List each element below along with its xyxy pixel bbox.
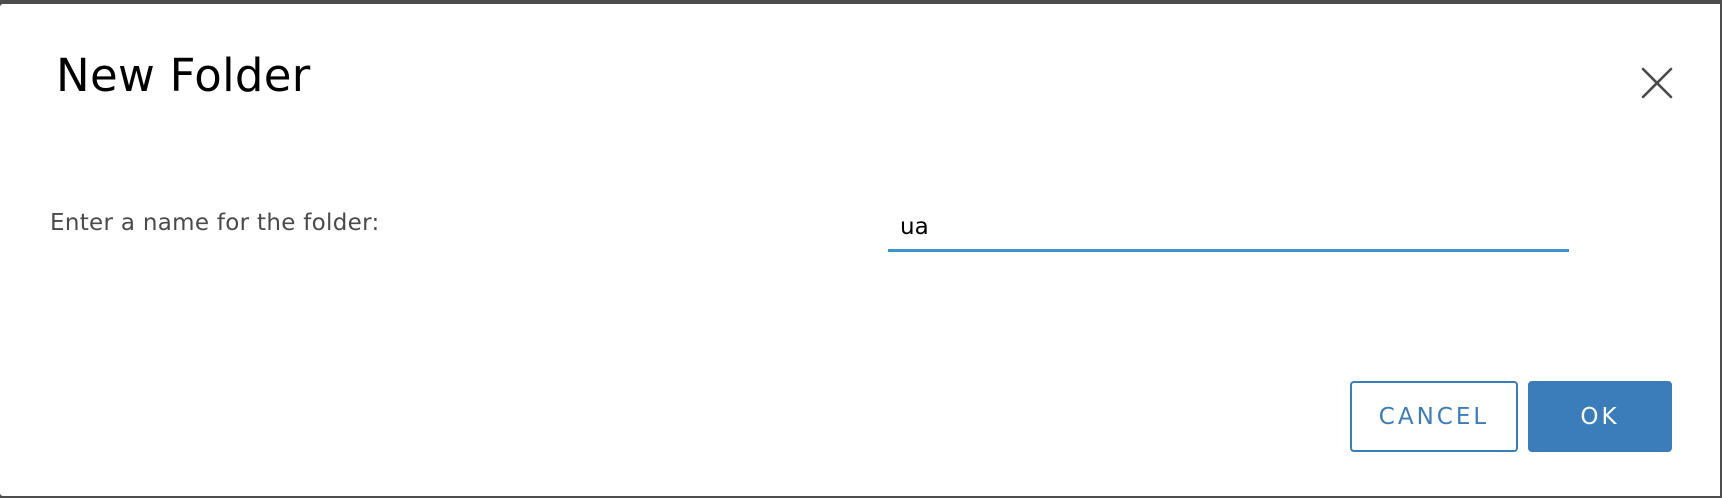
folder-name-input[interactable] bbox=[888, 204, 1569, 252]
folder-name-label: Enter a name for the folder: bbox=[50, 210, 380, 236]
dialog-title: New Folder bbox=[56, 49, 311, 102]
ok-button[interactable]: OK bbox=[1528, 381, 1672, 452]
close-button[interactable] bbox=[1630, 56, 1684, 110]
close-icon bbox=[1641, 67, 1673, 99]
new-folder-dialog: New Folder Enter a name for the folder: … bbox=[0, 4, 1720, 496]
cancel-button[interactable]: CANCEL bbox=[1350, 381, 1518, 452]
